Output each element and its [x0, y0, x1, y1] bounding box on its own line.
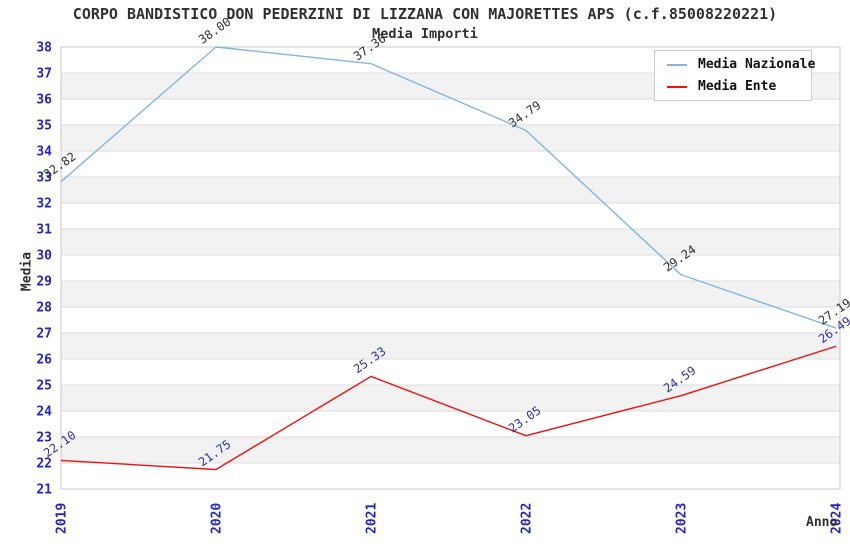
- x-tick-label: 2022: [520, 503, 535, 534]
- plot-band: [61, 177, 840, 203]
- legend-label-media-nazionale: Media Nazionale: [698, 57, 816, 72]
- legend-row-media-ente: Media Ente: [667, 79, 801, 94]
- chart-title: CORPO BANDISTICO DON PEDERZINI DI LIZZAN…: [72, 5, 778, 23]
- y-tick-label: 35: [36, 119, 52, 134]
- y-tick-label: 23: [36, 431, 52, 446]
- x-tick-label: 2023: [675, 503, 690, 534]
- y-axis-title: Media: [19, 251, 35, 292]
- y-tick-label: 29: [36, 275, 52, 290]
- x-tick-label: 2021: [365, 503, 380, 534]
- x-tick-label: 2019: [55, 503, 70, 534]
- chart-subtitle: Media Importi: [372, 26, 478, 42]
- y-tick-label: 34: [36, 145, 52, 160]
- plot-band: [61, 281, 840, 307]
- plot-band: [61, 125, 840, 151]
- y-tick-label: 36: [36, 93, 52, 108]
- chart-legend: Media Nazionale Media Ente: [654, 50, 815, 101]
- y-tick-label: 38: [36, 41, 52, 56]
- series-line: [60, 345, 837, 471]
- y-tick-label: 37: [36, 67, 52, 82]
- y-tick-label: 26: [36, 353, 52, 368]
- y-tick-label: 31: [36, 223, 52, 238]
- y-tick-label: 28: [36, 301, 52, 316]
- legend-row-media-nazionale: Media Nazionale: [667, 57, 815, 72]
- y-tick-label: 30: [36, 249, 52, 264]
- legend-label-media-ente: Media Ente: [698, 79, 777, 94]
- plot-band: [61, 333, 840, 359]
- plot-band: [61, 229, 840, 255]
- series-line: [60, 46, 837, 329]
- y-tick-label: 33: [36, 171, 52, 186]
- plot-band: [61, 437, 840, 463]
- y-tick-label: 21: [36, 483, 52, 498]
- x-tick-label: 2020: [210, 503, 225, 534]
- legend-line-sample-nazionale-icon: [667, 63, 687, 66]
- legend-line-sample-ente-icon: [667, 85, 687, 88]
- x-axis-title: Anno: [806, 515, 838, 530]
- y-tick-label: 25: [36, 379, 52, 394]
- data-point-label: 38.00: [196, 15, 234, 47]
- y-tick-label: 27: [36, 327, 52, 342]
- y-tick-label: 22: [36, 457, 52, 472]
- x-tick-label: 2024: [830, 503, 845, 534]
- plot-border: [60, 46, 841, 490]
- y-tick-label: 24: [36, 405, 52, 420]
- y-tick-label: 32: [36, 197, 52, 212]
